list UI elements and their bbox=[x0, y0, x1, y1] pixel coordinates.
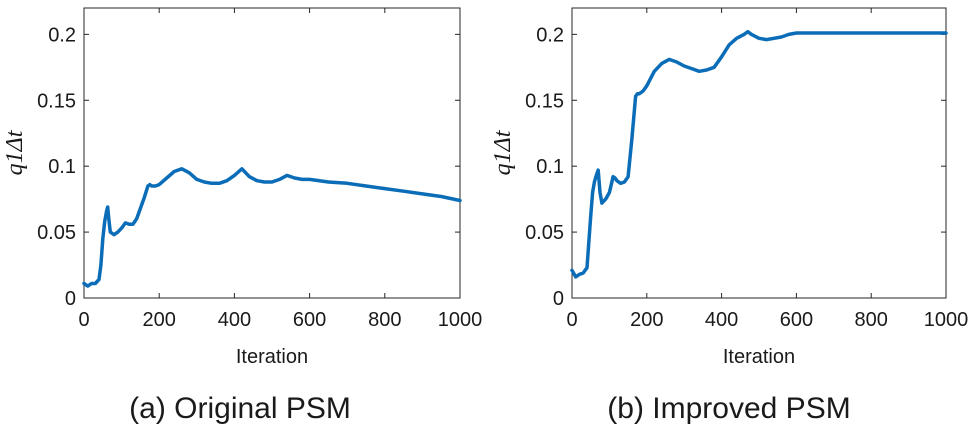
x-tick-label: 0 bbox=[566, 309, 577, 331]
x-axis-label: Iteration bbox=[723, 346, 795, 368]
x-tick-label: 800 bbox=[368, 309, 401, 331]
x-tick-label: 600 bbox=[293, 309, 326, 331]
y-tick-label: 0.1 bbox=[536, 156, 564, 178]
panel-caption: (a) Original PSM bbox=[129, 392, 351, 425]
x-tick-label: 200 bbox=[143, 309, 176, 331]
x-tick-label: 1000 bbox=[438, 309, 483, 331]
y-tick-label: 0.2 bbox=[48, 24, 76, 46]
x-tick-label: 400 bbox=[218, 309, 251, 331]
x-tick-label: 0 bbox=[78, 309, 89, 331]
plot-frame bbox=[83, 7, 461, 299]
y-tick-label: 0.15 bbox=[525, 90, 564, 112]
y-tick-label: 0.05 bbox=[37, 222, 76, 244]
x-tick-label: 600 bbox=[780, 309, 813, 331]
y-tick-label: 0 bbox=[65, 288, 76, 310]
panel-caption: (b) Improved PSM bbox=[607, 392, 850, 425]
y-tick-label: 0 bbox=[553, 288, 564, 310]
y-tick-label: 0.1 bbox=[48, 156, 76, 178]
x-tick-label: 800 bbox=[855, 309, 888, 331]
y-tick-label: 0.2 bbox=[536, 24, 564, 46]
x-tick-label: 1000 bbox=[924, 309, 969, 331]
x-tick-label: 400 bbox=[705, 309, 738, 331]
chart-panel-b: 0 200 400 600 800 1000 0 0.05 0.1 0.15 0.2 Iteratio… bbox=[490, 7, 969, 425]
x-tick-label: 200 bbox=[630, 309, 663, 331]
y-tick-label: 0.15 bbox=[37, 90, 76, 112]
y-axis-label: q1Δt bbox=[2, 129, 28, 175]
series-line bbox=[82, 167, 462, 288]
plot-frame bbox=[571, 7, 947, 299]
y-tick-label: 0.05 bbox=[525, 222, 564, 244]
y-axis-label: q1Δt bbox=[490, 129, 516, 175]
x-axis-label: Iteration bbox=[236, 346, 308, 368]
chart-panel-a: 0 200 400 600 800 1000 0 0.05 0.1 0.15 0.2 Iteratio… bbox=[2, 7, 483, 425]
series-line bbox=[570, 29, 948, 279]
